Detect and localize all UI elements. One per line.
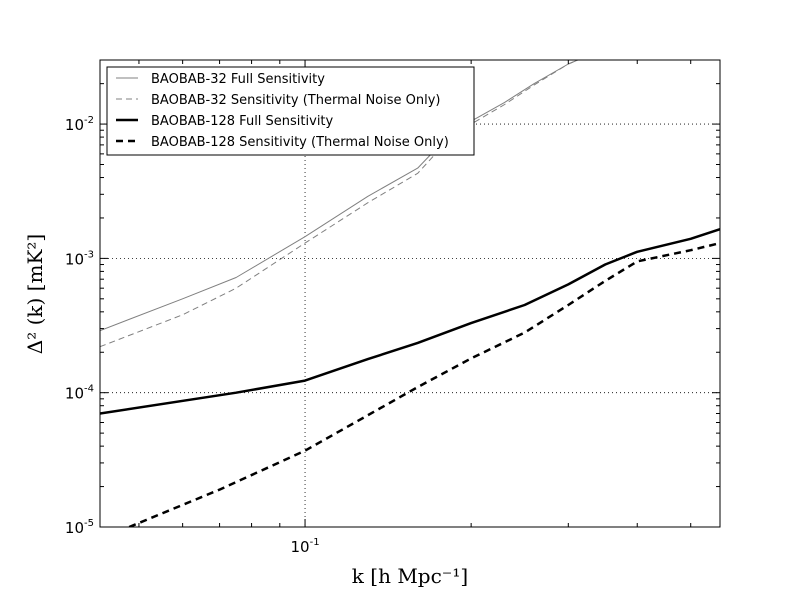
- axis-ticks: 10-5 10-4 10-3 10-2 10-1: [65, 60, 720, 556]
- series-line-3: [100, 228, 720, 415]
- y-tick-label: 10-4: [65, 384, 94, 403]
- y-axis-label: Δ² (k) [mK²]: [23, 234, 47, 354]
- y-tick-label: 10-5: [65, 518, 94, 537]
- series-line-4: [128, 241, 720, 527]
- legend-label-1: BAOBAB-32 Full Sensitivity: [151, 72, 325, 87]
- grid-lines: [100, 60, 720, 527]
- x-axis-label: k [h Mpc⁻¹]: [352, 564, 468, 588]
- legend-box: [106, 66, 475, 156]
- plot-frame: [99, 59, 721, 528]
- legend: BAOBAB-32 Full Sensitivity BAOBAB-32 Sens…: [106, 66, 475, 156]
- x-tick-label: 10-1: [291, 537, 320, 556]
- y-tick-label: 10-2: [65, 115, 94, 134]
- series-line-2: [100, 60, 580, 348]
- legend-label-3: BAOBAB-128 Full Sensitivity: [151, 114, 334, 129]
- legend-label-2: BAOBAB-32 Sensitivity (Thermal Noise Onl…: [151, 93, 441, 108]
- y-tick-label: 10-3: [65, 249, 94, 268]
- legend-label-4: BAOBAB-128 Sensitivity (Thermal Noise On…: [151, 135, 449, 150]
